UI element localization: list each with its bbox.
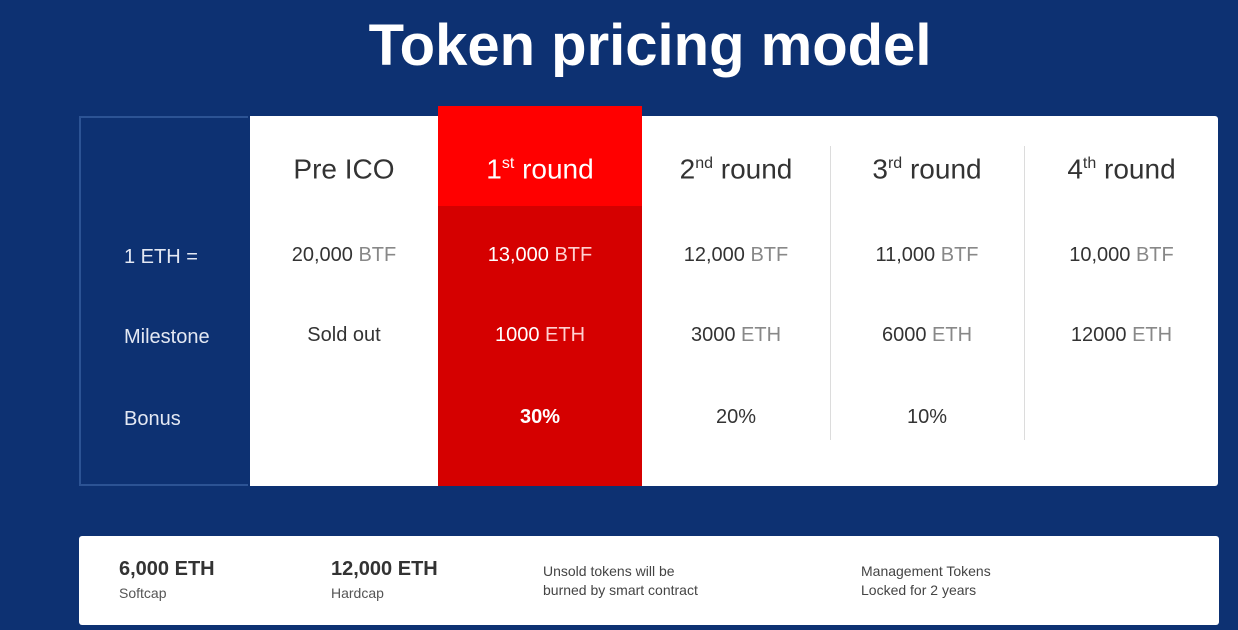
column-pre-ico: Pre ICO 20,000 BTF Sold out (250, 116, 438, 486)
round-heading: 1st round (486, 153, 594, 185)
rounds-panel: Pre ICO 20,000 BTF Sold out 2nd round 12… (250, 116, 1218, 486)
round-heading: 2nd round (679, 153, 793, 185)
bonus-cell: 20% (715, 406, 757, 428)
column-round-3: 3rd round 11,000 BTF 6000 ETH 10% (831, 116, 1023, 486)
column-round-2: 2nd round 12,000 BTF 3000 ETH 20% (642, 116, 830, 486)
round-heading: 3rd round (872, 153, 982, 185)
bonus-cell: 10% (906, 406, 948, 428)
management-tokens-note: Management Tokens Locked for 2 years (861, 563, 991, 598)
milestone-cell: 3000 ETH (690, 324, 782, 346)
column-round-1-featured: 1st round 13,000 BTF 1000 ETH 30% (438, 106, 642, 486)
rate-cell: 11,000 BTF (875, 244, 979, 266)
row-label-column: 1 ETH = Milestone Bonus (79, 116, 248, 486)
rate-cell: 20,000 BTF (291, 244, 397, 266)
rate-cell: 13,000 BTF (487, 244, 593, 266)
round-heading: Pre ICO (293, 153, 395, 185)
milestone-cell: Sold out (307, 324, 381, 346)
pricing-table: 1 ETH = Milestone Bonus Pre ICO 20,000 B… (79, 116, 1218, 486)
row-label-milestone: Milestone (124, 326, 210, 348)
row-label-bonus: Bonus (124, 408, 181, 430)
unsold-tokens-note: Unsold tokens will be burned by smart co… (543, 563, 698, 598)
page-title: Token pricing model (368, 13, 932, 78)
column-round-4: 4th round 10,000 BTF 12000 ETH (1025, 116, 1218, 486)
milestone-cell: 6000 ETH (881, 324, 973, 346)
milestone-cell: 1000 ETH (494, 324, 586, 346)
row-label-rate: 1 ETH = (124, 246, 198, 268)
summary-bar: 6,000 ETH Softcap 12,000 ETH Hardcap Uns… (79, 536, 1219, 625)
softcap-stat: 6,000 ETH Softcap (119, 558, 215, 601)
hardcap-label: Hardcap (331, 585, 384, 601)
softcap-value: 6,000 ETH (119, 558, 215, 580)
hardcap-stat: 12,000 ETH Hardcap (331, 558, 438, 601)
milestone-cell: 12000 ETH (1070, 324, 1173, 346)
featured-header-band (438, 106, 642, 206)
rate-cell: 12,000 BTF (683, 244, 789, 266)
bonus-cell: 30% (519, 406, 561, 428)
hardcap-value: 12,000 ETH (331, 558, 438, 580)
softcap-label: Softcap (119, 585, 167, 601)
rate-cell: 10,000 BTF (1069, 244, 1174, 266)
column-divider (830, 146, 831, 440)
column-divider (1024, 146, 1025, 440)
round-heading: 4th round (1067, 153, 1176, 185)
